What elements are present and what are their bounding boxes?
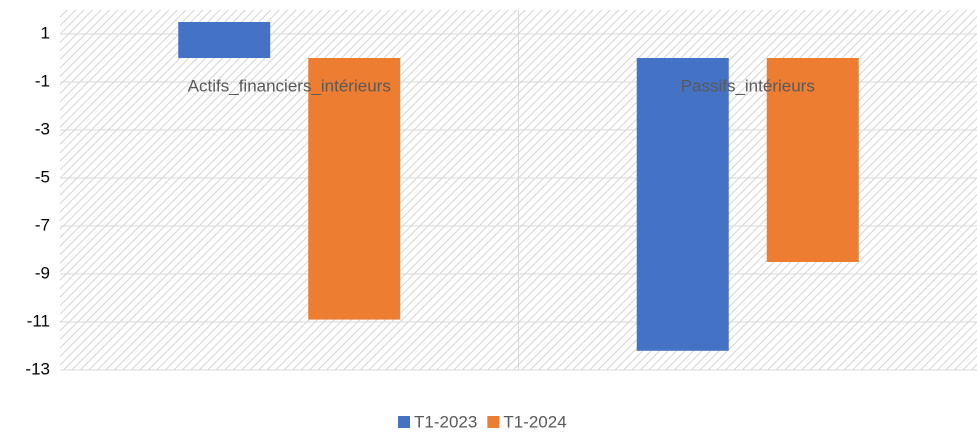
y-tick-label: -3 <box>35 119 50 138</box>
y-tick-label: 1 <box>41 23 50 42</box>
bar <box>636 58 729 351</box>
legend-swatch <box>487 416 500 428</box>
legend-label: T1-2023 <box>414 412 477 431</box>
bar <box>308 58 401 320</box>
x-tick-label: Actifs_financiers_intérieurs <box>188 76 391 95</box>
y-tick-label: -7 <box>35 215 50 234</box>
bar <box>178 22 271 58</box>
x-tick-label: Passifs_intérieurs <box>681 76 815 95</box>
y-tick-label: -9 <box>35 263 50 282</box>
y-tick-label: -11 <box>27 311 50 330</box>
y-tick-label: -13 <box>25 359 50 378</box>
legend-swatch <box>398 416 410 428</box>
y-tick-label: -5 <box>35 167 50 186</box>
legend-label: T1-2024 <box>503 412 566 431</box>
y-tick-label: -1 <box>35 71 50 90</box>
bar <box>766 58 859 262</box>
